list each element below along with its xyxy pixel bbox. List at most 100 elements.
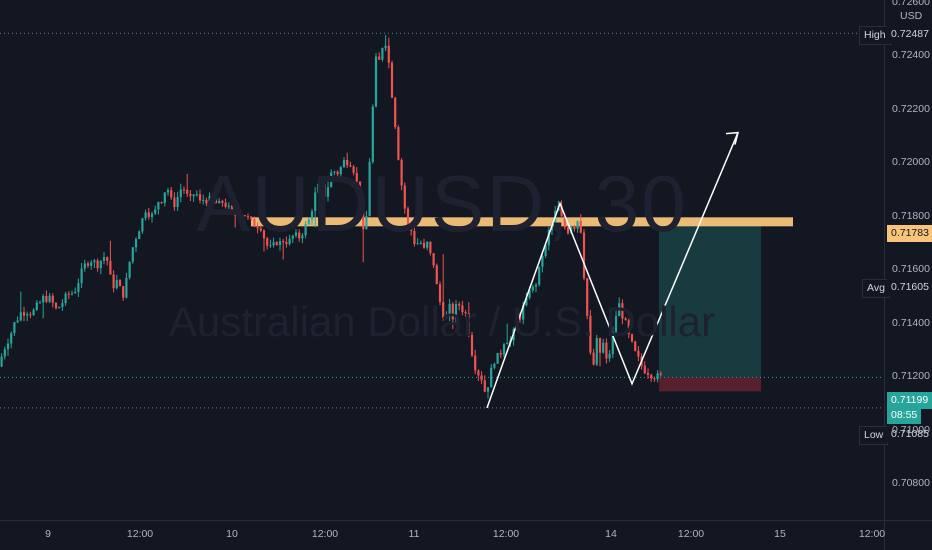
candle-body	[118, 280, 122, 287]
candle-body	[77, 283, 80, 292]
candle-body	[451, 303, 454, 320]
candle-body	[170, 190, 173, 198]
candle-body	[147, 212, 150, 218]
stop-zone	[659, 377, 761, 392]
candle-body	[230, 205, 234, 212]
candle-body	[22, 312, 26, 316]
candle-body	[541, 255, 544, 267]
candle-body	[490, 367, 493, 388]
candle-body	[582, 232, 586, 279]
trade-box	[251, 217, 793, 392]
candle-body	[64, 293, 67, 304]
candle-body	[80, 268, 83, 284]
candle-body	[285, 241, 288, 245]
resistance-zone	[251, 217, 793, 227]
candle-body	[422, 242, 426, 248]
candle-body	[614, 316, 618, 333]
candle-body	[93, 260, 96, 263]
candle-body	[19, 312, 22, 321]
candle-body	[442, 302, 445, 319]
candle-body	[256, 226, 259, 229]
low-label: Low	[859, 426, 889, 445]
level-lines	[0, 32, 884, 409]
candle-body	[122, 286, 125, 298]
candle-body	[438, 284, 442, 303]
candle-body	[150, 213, 154, 218]
candle-body	[515, 314, 518, 330]
candle-body	[54, 302, 58, 309]
candle-body	[528, 290, 531, 298]
candle-body	[634, 341, 637, 351]
candle-body	[243, 215, 246, 217]
profit-zone	[659, 221, 761, 378]
candle-body	[6, 343, 10, 350]
candle-body	[291, 235, 294, 239]
candle-body	[445, 315, 448, 319]
candle-body	[486, 387, 490, 392]
candle-body	[38, 302, 42, 304]
candle-body	[480, 375, 483, 381]
candle-body	[435, 265, 438, 285]
candle-body	[461, 305, 464, 313]
y-tick-label: 0.72600	[892, 0, 930, 8]
countdown-timer: 08:55	[887, 407, 922, 424]
candle-body	[3, 349, 6, 357]
x-tick-label: 15	[774, 528, 786, 540]
candle-body	[176, 197, 179, 207]
candle-body	[202, 199, 205, 201]
x-tick-label: 12:00	[492, 528, 520, 540]
candle-body	[624, 318, 627, 321]
candle-body	[259, 228, 262, 231]
candle-body	[534, 284, 538, 287]
x-tick-label: 12:00	[311, 528, 339, 540]
candle-body	[362, 202, 365, 230]
candle-body	[163, 192, 166, 203]
candle-body	[323, 184, 326, 197]
candle-body	[61, 303, 64, 308]
candle-body	[384, 45, 387, 49]
candle-body	[419, 242, 422, 244]
candle-body	[643, 365, 646, 374]
candle-body	[493, 363, 496, 368]
candle-body	[234, 211, 237, 216]
candle-body	[598, 338, 602, 353]
candle-body	[272, 242, 275, 246]
candle-body	[45, 295, 48, 302]
y-tick-label: 0.72000	[892, 156, 930, 169]
candle-body	[339, 167, 342, 175]
candle-body	[589, 315, 592, 353]
y-tick-label: 0.71800	[892, 209, 930, 222]
candle-body	[192, 194, 195, 197]
candle-body	[125, 277, 128, 298]
candle-body	[326, 187, 330, 197]
candle-body	[131, 247, 134, 262]
x-tick-label: 12:00	[677, 528, 705, 540]
candle-body	[611, 332, 614, 354]
candle-body	[298, 232, 301, 239]
candle-body	[579, 221, 582, 233]
candle-body	[397, 127, 400, 160]
candle-body	[282, 241, 285, 243]
candle-body	[416, 243, 419, 245]
candle-body	[608, 353, 611, 359]
candle-body	[627, 320, 630, 335]
candle-body	[560, 206, 563, 217]
resistance-value: 0.71783	[887, 225, 932, 242]
candle-body	[470, 334, 474, 356]
candle-body	[166, 190, 170, 193]
candle-body	[106, 257, 109, 261]
candles	[0, 35, 662, 399]
candle-body	[102, 257, 106, 261]
candle-body	[403, 185, 406, 209]
candle-body	[13, 322, 16, 334]
candle-body	[544, 245, 547, 256]
avg-value: 0.71605	[887, 279, 932, 296]
candle-body	[592, 352, 595, 365]
candle-body	[294, 232, 298, 236]
pattern-line	[486, 132, 739, 409]
candle-body	[307, 219, 310, 225]
candle-body	[278, 241, 282, 245]
x-tick-label: 14	[605, 528, 617, 540]
candle-body	[330, 172, 333, 188]
